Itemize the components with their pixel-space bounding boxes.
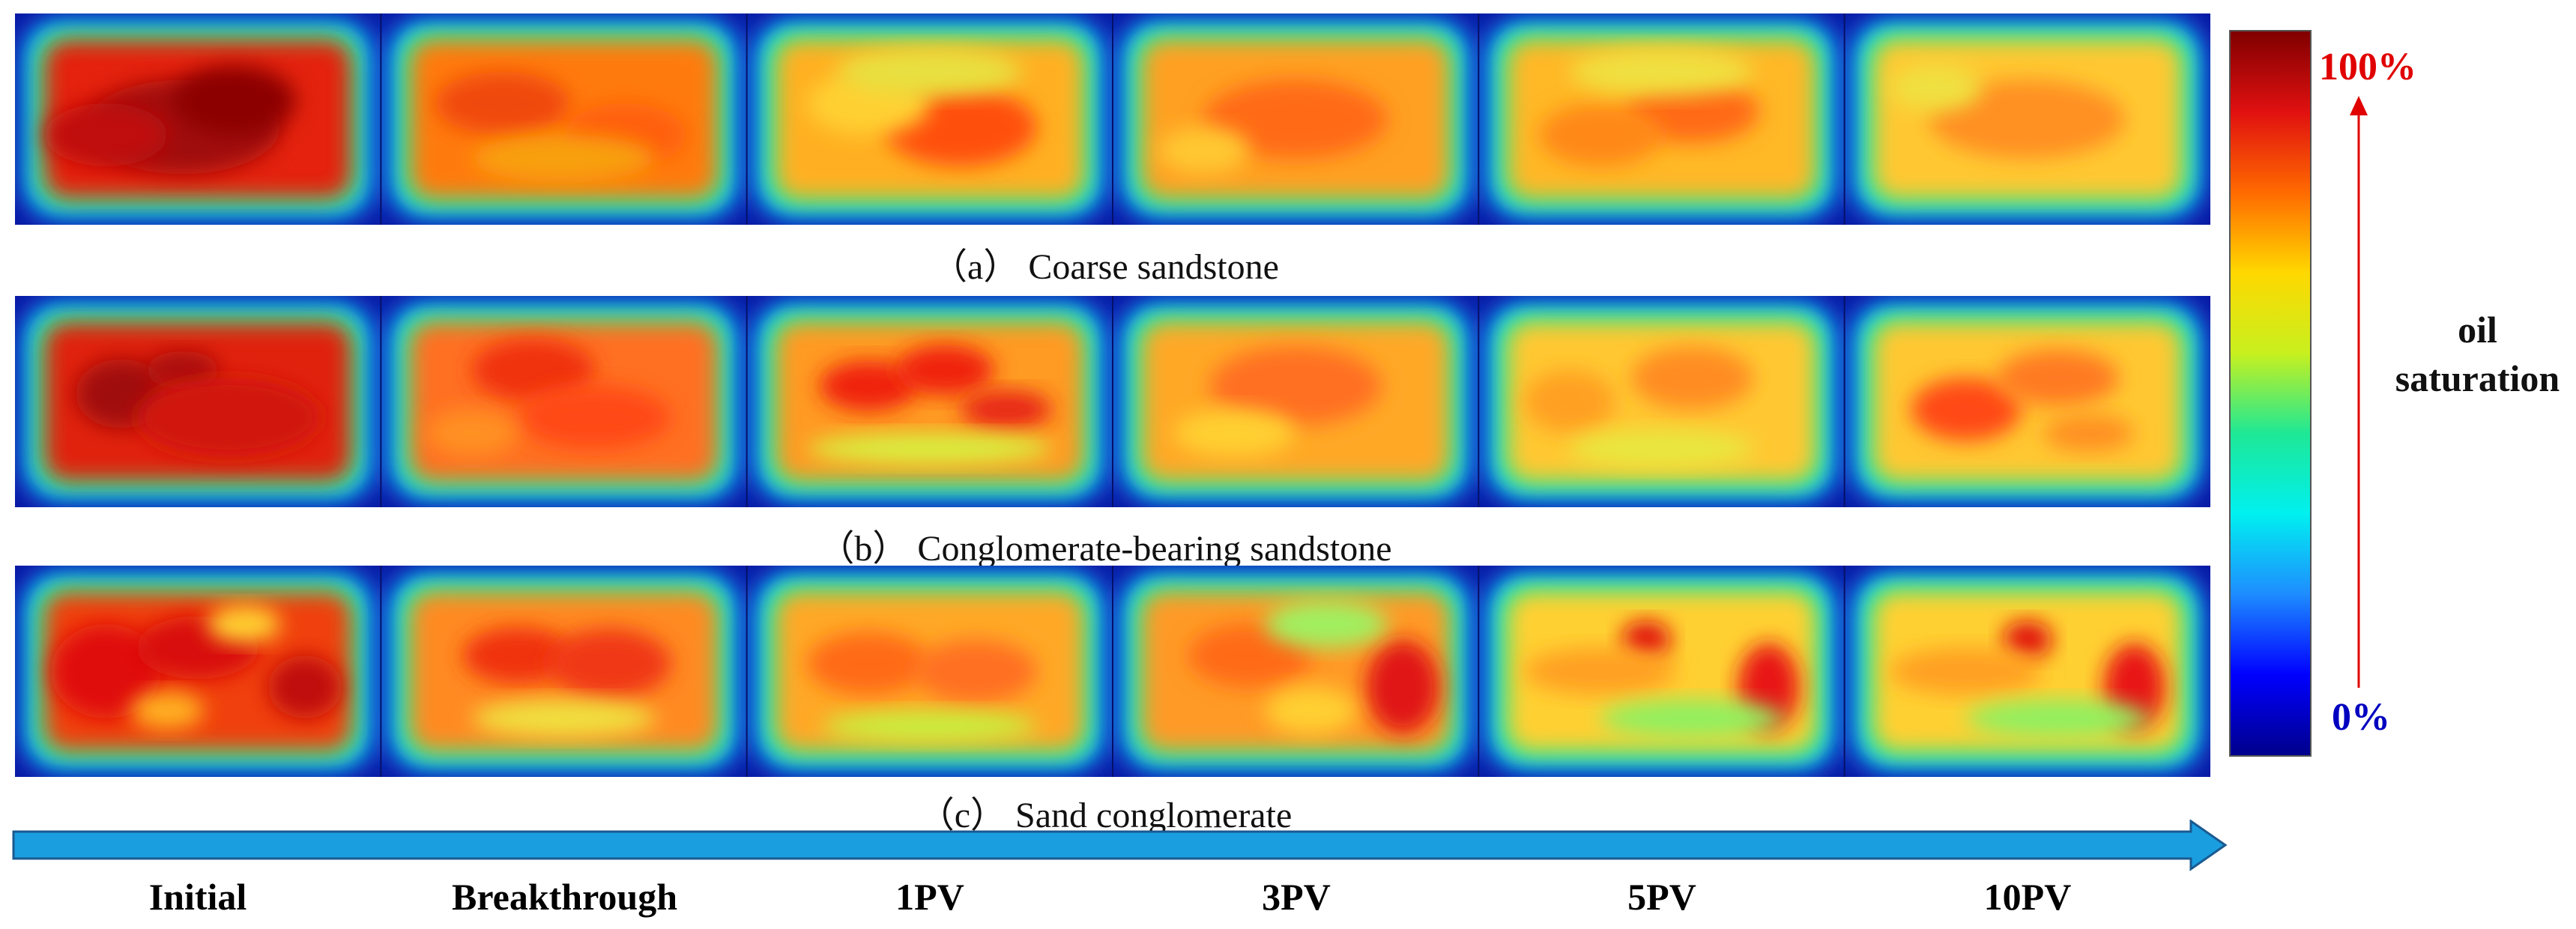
- heatmap-panel: [388, 302, 740, 501]
- heatmap-panel: [1486, 302, 1837, 501]
- colorbar-title-line2: saturation: [2395, 357, 2560, 399]
- saturation-blob: [207, 605, 281, 644]
- heatmap-panel: [22, 572, 374, 771]
- saturation-blob: [1366, 640, 1440, 734]
- saturation-blob: [426, 409, 518, 457]
- colorbar: [2229, 30, 2312, 757]
- heatmap-panel: [1120, 19, 1472, 219]
- stage-label-breakthrough: Breakthrough: [452, 876, 678, 918]
- saturation-blob: [1265, 687, 1357, 734]
- row-caption-c: （c） Sand conglomerate: [918, 796, 1292, 835]
- saturation-blob: [822, 710, 1037, 742]
- heatmap-panel: [754, 302, 1105, 501]
- saturation-blob: [145, 351, 220, 390]
- saturation-blob: [1890, 64, 1982, 112]
- saturation-blob: [1600, 699, 1784, 738]
- saturation-blob: [268, 656, 342, 718]
- saturation-blob: [838, 48, 1022, 96]
- heatmap-row-svg: [15, 566, 2210, 777]
- saturation-blob: [45, 103, 168, 166]
- heatmap-panel: [754, 572, 1105, 771]
- saturation-blob: [1523, 370, 1616, 433]
- colorbar-max-label: 100%: [2319, 46, 2416, 88]
- saturation-blob: [1570, 429, 1753, 468]
- saturation-blob: [130, 692, 205, 730]
- saturation-blob: [895, 345, 994, 396]
- saturation-blob: [472, 339, 595, 402]
- stage-label-1pv: 1PV: [895, 876, 964, 918]
- saturation-blob: [548, 629, 671, 698]
- saturation-blob: [1203, 79, 1388, 159]
- stage-label-10pv: 10PV: [1983, 876, 2072, 918]
- stage-label-3pv: 3PV: [1262, 876, 1331, 918]
- heatmap-panel: [1120, 572, 1472, 771]
- heatmap-panel: [754, 19, 1105, 219]
- saturation-blob: [173, 65, 296, 135]
- saturation-blob: [1966, 699, 2150, 738]
- saturation-blob: [1209, 346, 1382, 426]
- saturation-blob: [1158, 127, 1250, 175]
- saturation-blob: [1539, 103, 1662, 166]
- saturation-blob: [2003, 620, 2052, 659]
- heatmap-panel: [22, 302, 374, 501]
- progress-arrow-shape: [12, 820, 2228, 871]
- saturation-blob: [462, 627, 573, 684]
- heatmap-panel: [22, 19, 374, 219]
- stage-label-5pv: 5PV: [1627, 876, 1696, 918]
- saturation-blob: [472, 135, 656, 182]
- saturation-blob: [1997, 349, 2120, 407]
- saturation-blob: [1630, 346, 1753, 410]
- saturation-blob: [2043, 414, 2135, 453]
- heatmap-panel: [1486, 572, 1837, 771]
- heatmap-panel: [1851, 572, 2203, 771]
- progress-arrow: [12, 820, 2228, 871]
- saturation-blob: [960, 390, 1053, 429]
- saturation-blob: [1929, 79, 2126, 159]
- saturation-blob: [807, 632, 930, 695]
- saturation-blob: [1570, 48, 1753, 96]
- saturation-blob: [1173, 409, 1296, 457]
- heatmap-panel: [388, 572, 740, 771]
- row-caption-a: （a） Coarse sandstone: [931, 247, 1279, 287]
- saturation-blob: [472, 699, 656, 738]
- saturation-blob: [1265, 600, 1388, 648]
- colorbar-title-line1: oil: [2458, 309, 2497, 351]
- saturation-blob: [1523, 647, 1677, 695]
- colorbar-direction-arrow: [2350, 96, 2368, 688]
- saturation-blob: [914, 640, 1037, 703]
- heatmap-row-sand-conglomerate: [15, 566, 2210, 777]
- saturation-blob: [807, 433, 1053, 464]
- heatmap-row-coarse-sandstone: [15, 13, 2210, 225]
- saturation-blob: [1621, 620, 1671, 659]
- stage-labels: Initial Breakthrough 1PV 3PV 5PV 10PV: [15, 875, 2210, 928]
- heatmap-panel: [1851, 302, 2203, 501]
- heatmap-panel: [388, 19, 740, 219]
- saturation-blob: [518, 386, 671, 449]
- saturation-blob: [136, 378, 321, 457]
- heatmap-row-svg: [15, 13, 2210, 225]
- heatmap-panel: [1120, 302, 1472, 501]
- heatmap-row-conglomerate-bearing-sandstone: [15, 296, 2210, 507]
- heatmap-panel: [1486, 19, 1837, 219]
- heatmap-panel: [1851, 19, 2203, 219]
- stage-label-initial: Initial: [148, 876, 247, 918]
- saturation-blob: [1188, 624, 1311, 687]
- saturation-blob: [1911, 378, 2022, 441]
- heatmap-row-svg: [15, 296, 2210, 507]
- saturation-blob: [51, 624, 162, 718]
- saturation-blob: [1890, 647, 2043, 695]
- saturation-blob: [435, 72, 570, 135]
- colorbar-min-label: 0%: [2332, 696, 2390, 739]
- row-caption-b: （b） Conglomerate-bearing sandstone: [818, 529, 1392, 569]
- saturation-blob: [819, 360, 918, 411]
